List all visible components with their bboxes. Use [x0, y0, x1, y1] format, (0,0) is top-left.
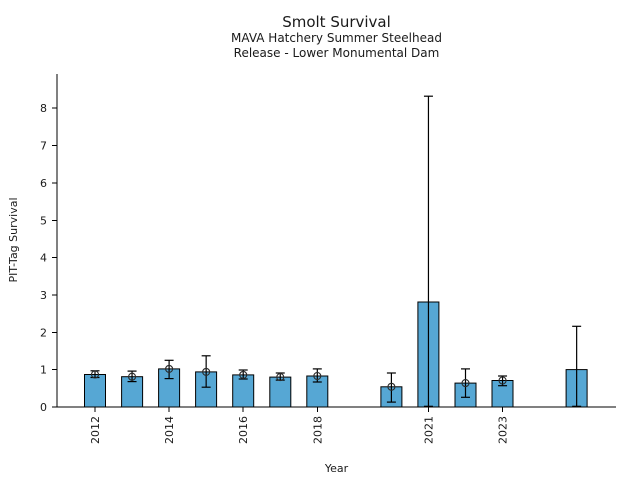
point-marker-2018	[313, 371, 322, 381]
point-marker-2013	[128, 372, 137, 381]
point-marker-2012	[90, 370, 100, 379]
point-marker-2020	[387, 382, 396, 391]
x-tick-label-2016: 2016	[237, 416, 250, 444]
x-axis-label: Year	[324, 462, 349, 475]
point-marker-2015	[202, 367, 211, 376]
point-marker-2014	[165, 364, 174, 373]
point-marker-2022	[461, 379, 470, 388]
chart-subtitle-line1: MAVA Hatchery Summer Steelhead	[231, 31, 442, 45]
y-tick-label-4: 4	[40, 252, 47, 265]
chart-subtitle-line2: Release - Lower Monumental Dam	[234, 46, 440, 60]
y-tick-label-3: 3	[40, 289, 47, 302]
y-tick-label-7: 7	[40, 140, 47, 153]
y-tick-label-5: 5	[40, 214, 47, 227]
x-tick-label-2014: 2014	[163, 416, 176, 444]
point-marker-2023	[498, 376, 507, 385]
y-tick-label-8: 8	[40, 102, 47, 115]
y-axis-label: PIT-Tag Survival	[7, 197, 20, 282]
x-tick-label-2018: 2018	[311, 416, 324, 444]
x-tick-label-2021: 2021	[422, 416, 435, 444]
x-tick-label-2012: 2012	[89, 416, 102, 444]
plot-area: 0 1 2 3 4 5 6 7 8 2012 2014 2016 2018 2021 2023	[40, 74, 616, 444]
bar-2017	[269, 376, 292, 408]
y-tick-label-6: 6	[40, 177, 47, 190]
y-tick-label-2: 2	[40, 326, 47, 339]
chart-title: Smolt Survival	[282, 13, 391, 31]
bar-2012	[84, 374, 106, 408]
bar-2016	[232, 374, 255, 408]
point-marker-2016	[239, 370, 248, 379]
y-tick-label-0: 0	[40, 401, 47, 414]
x-tick-label-2023: 2023	[497, 416, 510, 444]
point-marker-2017	[276, 373, 285, 382]
y-tick-label-1: 1	[40, 364, 47, 377]
